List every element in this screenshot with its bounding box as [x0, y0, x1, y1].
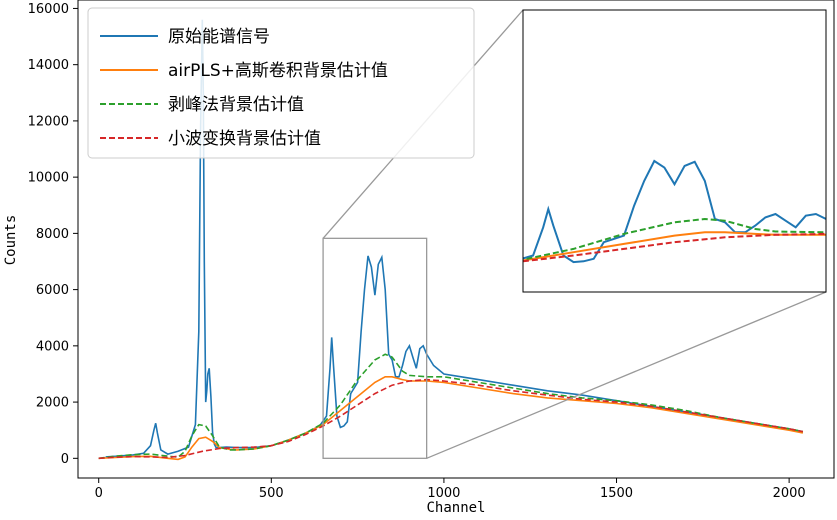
y-tick-label: 2000 [36, 396, 69, 411]
series-line-0 [105, 19, 804, 458]
inset-series-line-2 [523, 217, 826, 261]
y-tick-label: 12000 [28, 114, 69, 129]
y-tick-label: 4000 [36, 339, 69, 354]
y-tick-label: 14000 [28, 58, 69, 73]
y-tick-label: 0 [61, 452, 69, 467]
inset-background [523, 10, 826, 292]
x-tick-label: 1500 [600, 486, 633, 501]
zoom-connector-bottom [426, 291, 827, 459]
series-line-2 [98, 353, 804, 460]
y-tick-label: 8000 [36, 227, 69, 242]
zoom-region-box [322, 237, 428, 459]
inset-frame [522, 9, 827, 293]
y-tick-label: 10000 [28, 171, 69, 186]
legend-label-0: 原始能谱信号 [168, 27, 270, 47]
inset-series-line-3 [523, 232, 826, 263]
legend-label-2: 剥峰法背景估计值 [168, 95, 304, 115]
inset-series-line-1 [523, 231, 826, 262]
x-tick-label: 2000 [773, 486, 806, 501]
x-tick-label: 500 [259, 486, 284, 501]
y-axis-title: Counts [3, 215, 19, 266]
inset-series-line-0 [523, 159, 826, 264]
x-tick-label: 1000 [427, 486, 460, 501]
legend-label-1: airPLS+高斯卷积背景估计值 [168, 61, 388, 81]
series-line-1 [98, 376, 804, 461]
y-tick-label: 6000 [36, 283, 69, 298]
plot-frame [77, 0, 835, 479]
series-line-3 [98, 378, 804, 460]
legend-label-3: 小波变换背景估计值 [168, 129, 321, 149]
x-axis-title: Channel [426, 500, 485, 516]
legend-box [87, 7, 475, 159]
y-tick-label: 16000 [28, 2, 69, 17]
x-tick-label: 0 [95, 486, 103, 501]
